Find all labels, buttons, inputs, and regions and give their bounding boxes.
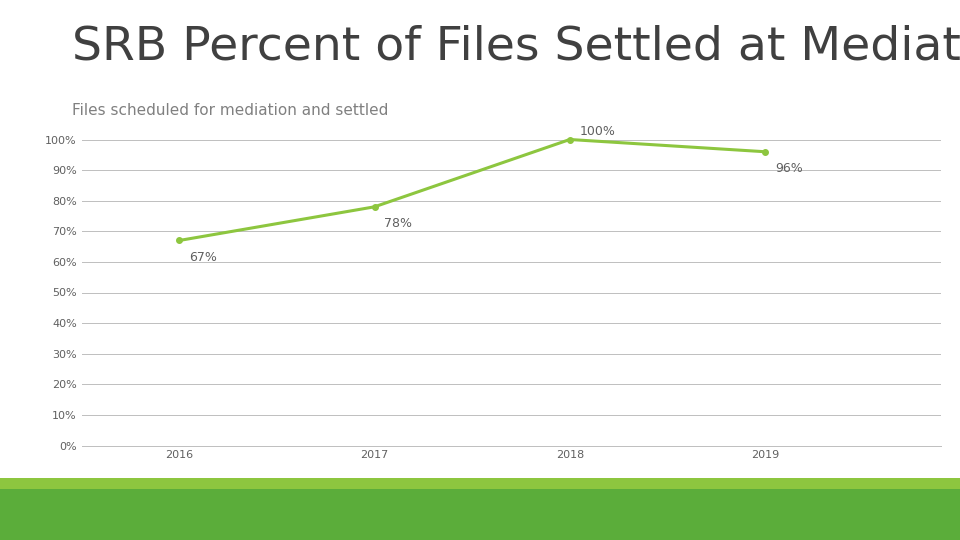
Text: 67%: 67% <box>189 251 217 264</box>
Text: 96%: 96% <box>775 162 803 175</box>
Text: 78%: 78% <box>384 217 412 230</box>
Text: 100%: 100% <box>580 125 615 138</box>
Text: SRB Percent of Files Settled at Mediation: SRB Percent of Files Settled at Mediatio… <box>72 24 960 69</box>
Text: Files scheduled for mediation and settled: Files scheduled for mediation and settle… <box>72 103 389 118</box>
Bar <box>0 478 960 489</box>
